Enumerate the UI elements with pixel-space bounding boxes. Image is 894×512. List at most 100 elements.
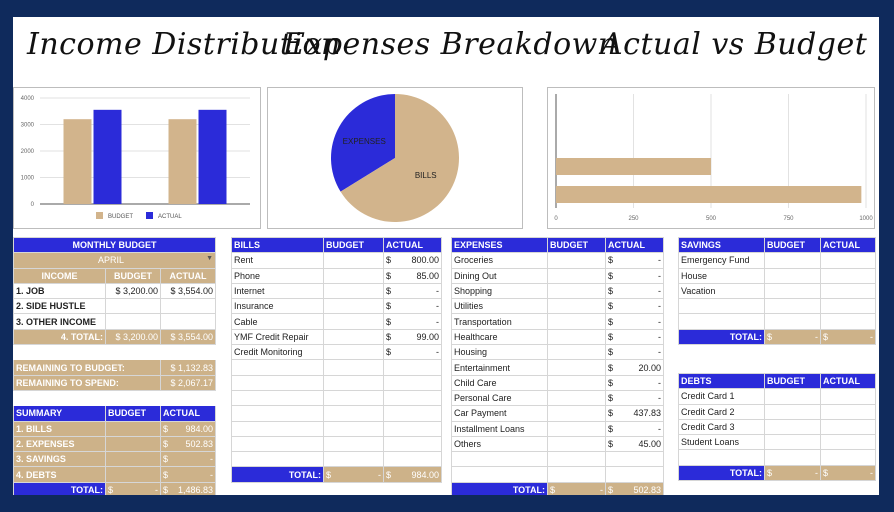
- empty-cell[interactable]: [764, 298, 821, 315]
- income-actual-cell[interactable]: $ 3,554.00: [160, 282, 216, 300]
- savings-actual-cell[interactable]: [820, 282, 876, 300]
- debts-item-label[interactable]: Student Loans: [678, 434, 765, 451]
- expenses-actual-cell[interactable]: $ -: [605, 374, 664, 391]
- empty-cell[interactable]: [383, 451, 442, 468]
- empty-cell[interactable]: [383, 389, 442, 407]
- bills-item-label[interactable]: Credit Monitoring: [231, 344, 324, 361]
- income-chart-panel[interactable]: 0 1000 2000 3000 4000 BUDGET ACTUAL: [13, 87, 261, 229]
- empty-cell[interactable]: [323, 359, 384, 376]
- debts-item-label[interactable]: Credit Card 2: [678, 403, 765, 420]
- empty-cell[interactable]: [383, 435, 442, 453]
- expenses-item-label[interactable]: Transportation: [451, 313, 548, 330]
- expenses-actual-cell[interactable]: $ -: [605, 282, 664, 300]
- expenses-item-label[interactable]: Personal Care: [451, 389, 548, 407]
- empty-cell[interactable]: [451, 466, 548, 483]
- expenses-budget-cell[interactable]: [547, 344, 606, 361]
- empty-cell[interactable]: [323, 451, 384, 468]
- bills-actual-cell[interactable]: $99.00: [383, 328, 442, 346]
- empty-cell[interactable]: [231, 451, 324, 468]
- expenses-budget-cell[interactable]: [547, 420, 606, 437]
- expenses-budget-cell[interactable]: [547, 374, 606, 391]
- empty-cell[interactable]: [820, 298, 876, 315]
- expenses-item-label[interactable]: Healthcare: [451, 328, 548, 346]
- savings-budget-cell[interactable]: [764, 252, 821, 269]
- expenses-actual-cell[interactable]: $ -: [605, 389, 664, 407]
- savings-item-label[interactable]: Emergency Fund: [678, 252, 765, 269]
- bills-item-label[interactable]: YMF Credit Repair: [231, 328, 324, 346]
- income-budget-cell[interactable]: $ 3,200.00: [105, 282, 161, 300]
- savings-actual-cell[interactable]: [820, 252, 876, 269]
- income-actual-cell[interactable]: [160, 313, 216, 330]
- savings-actual-cell[interactable]: [820, 267, 876, 284]
- savings-item-label[interactable]: Vacation: [678, 282, 765, 300]
- empty-cell[interactable]: [678, 313, 765, 330]
- empty-cell[interactable]: [820, 313, 876, 330]
- expenses-item-label[interactable]: Housing: [451, 344, 548, 361]
- bills-budget-cell[interactable]: [323, 298, 384, 315]
- debts-budget-cell[interactable]: [764, 403, 821, 420]
- empty-cell[interactable]: [323, 405, 384, 422]
- bills-actual-cell[interactable]: $ -: [383, 298, 442, 315]
- month-select[interactable]: APRIL ▼: [13, 252, 216, 269]
- income-actual-cell[interactable]: [160, 298, 216, 315]
- bills-actual-cell[interactable]: $800.00: [383, 252, 442, 269]
- bills-actual-cell[interactable]: $ -: [383, 313, 442, 330]
- debts-actual-cell[interactable]: [820, 403, 876, 420]
- empty-cell[interactable]: [231, 389, 324, 407]
- expenses-actual-cell[interactable]: $45.00: [605, 435, 664, 453]
- debts-budget-cell[interactable]: [764, 418, 821, 436]
- bills-budget-cell[interactable]: [323, 267, 384, 284]
- expenses-actual-cell[interactable]: $ -: [605, 420, 664, 437]
- bills-item-label[interactable]: Cable: [231, 313, 324, 330]
- bills-actual-cell[interactable]: $85.00: [383, 267, 442, 284]
- empty-cell[interactable]: [323, 420, 384, 437]
- empty-cell[interactable]: [383, 374, 442, 391]
- bills-budget-cell[interactable]: [323, 282, 384, 300]
- empty-cell[interactable]: [547, 451, 606, 468]
- expenses-item-label[interactable]: Installment Loans: [451, 420, 548, 437]
- empty-cell[interactable]: [323, 435, 384, 453]
- expenses-item-label[interactable]: Others: [451, 435, 548, 453]
- expenses-actual-cell[interactable]: $ -: [605, 298, 664, 315]
- empty-cell[interactable]: [383, 420, 442, 437]
- expenses-item-label[interactable]: Child Care: [451, 374, 548, 391]
- bills-item-label[interactable]: Phone: [231, 267, 324, 284]
- expenses-actual-cell[interactable]: $20.00: [605, 359, 664, 376]
- empty-cell[interactable]: [383, 359, 442, 376]
- chevron-down-icon[interactable]: ▼: [206, 255, 213, 263]
- expenses-actual-cell[interactable]: $ -: [605, 313, 664, 330]
- bills-actual-cell[interactable]: $ -: [383, 344, 442, 361]
- expenses-item-label[interactable]: Dining Out: [451, 267, 548, 284]
- expenses-chart-panel[interactable]: EXPENSES BILLS: [267, 87, 523, 229]
- expenses-item-label[interactable]: Car Payment: [451, 405, 548, 422]
- expenses-item-label[interactable]: Entertainment: [451, 359, 548, 376]
- empty-cell[interactable]: [451, 451, 548, 468]
- empty-cell[interactable]: [605, 451, 664, 468]
- expenses-actual-cell[interactable]: $ -: [605, 252, 664, 269]
- expenses-actual-cell[interactable]: $ -: [605, 267, 664, 284]
- expenses-budget-cell[interactable]: [547, 328, 606, 346]
- debts-budget-cell[interactable]: [764, 434, 821, 451]
- expenses-item-label[interactable]: Utilities: [451, 298, 548, 315]
- debts-actual-cell[interactable]: [820, 388, 876, 405]
- empty-cell[interactable]: [764, 313, 821, 330]
- empty-cell[interactable]: [820, 449, 876, 466]
- bills-item-label[interactable]: Internet: [231, 282, 324, 300]
- income-budget-cell[interactable]: [105, 313, 161, 330]
- debts-budget-cell[interactable]: [764, 388, 821, 405]
- savings-budget-cell[interactable]: [764, 267, 821, 284]
- expenses-budget-cell[interactable]: [547, 359, 606, 376]
- expenses-actual-cell[interactable]: $ -: [605, 344, 664, 361]
- empty-cell[interactable]: [231, 405, 324, 422]
- expenses-budget-cell[interactable]: [547, 282, 606, 300]
- empty-cell[interactable]: [678, 449, 765, 466]
- empty-cell[interactable]: [323, 389, 384, 407]
- bills-item-label[interactable]: Insurance: [231, 298, 324, 315]
- empty-cell[interactable]: [231, 435, 324, 453]
- empty-cell[interactable]: [231, 374, 324, 391]
- actual-vs-budget-panel[interactable]: 0 250 500 750 1000: [547, 87, 875, 229]
- bills-actual-cell[interactable]: $ -: [383, 282, 442, 300]
- expenses-actual-cell[interactable]: $437.83: [605, 405, 664, 422]
- empty-cell[interactable]: [231, 420, 324, 437]
- expenses-budget-cell[interactable]: [547, 267, 606, 284]
